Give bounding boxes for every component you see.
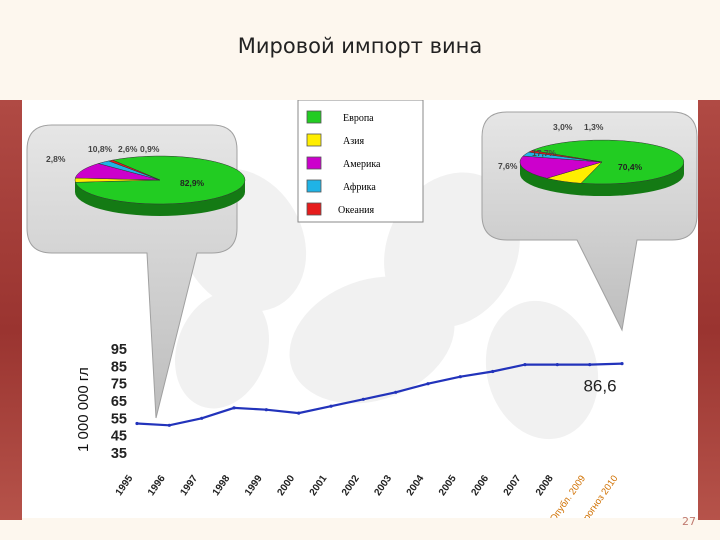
pie-label-europe: 82,9% (180, 178, 205, 188)
x-tick-label: 2000 (275, 473, 297, 498)
legend-label-america: Америка (343, 159, 381, 170)
x-tick-label: 2001 (308, 473, 330, 498)
legend-label-oceania: Океания (338, 205, 375, 216)
x-tick-label: 2007 (502, 473, 524, 498)
x-tick-label: 2002 (340, 473, 362, 498)
x-tick-label: 2004 (405, 473, 427, 498)
y-tick-label: 35 (111, 446, 127, 462)
slide-title: Мировой импорт вина (237, 34, 483, 58)
pie-label-asia: 7,6% (498, 161, 518, 171)
data-point-2005 (458, 375, 462, 379)
x-tick-label: 1999 (243, 473, 265, 498)
pie-slice-america (519, 155, 603, 179)
pie-label-asia: 2,8% (46, 154, 66, 164)
legend-label-europe: Европа (343, 113, 374, 124)
right-accent-bar (698, 100, 720, 520)
pie-label-oceania: 1,3% (584, 122, 604, 132)
legend-swatch-europe (306, 110, 322, 124)
pie-label-europe: 70,4% (618, 162, 643, 172)
chart-svg: Европа Азия Америка Африка Океания 82,9%… (26, 100, 698, 518)
value-annotation: 86,6 (583, 377, 616, 396)
legend-swatch-asia (306, 133, 322, 147)
x-tick-label: 2003 (372, 473, 394, 498)
x-tick-label: 2008 (534, 473, 556, 498)
pie-2010: 70,4% 7,6% 17,7% 3,0% 1,3% (498, 122, 685, 196)
legend: Европа Азия Америка Африка Океания (306, 110, 381, 216)
pie-label-africa: 3,0% (553, 122, 573, 132)
pie-label-america: 10,8% (88, 144, 113, 154)
legend-label-asia: Азия (343, 136, 365, 147)
data-point-2008 (555, 363, 559, 367)
pie-label-america: 17,7% (532, 148, 557, 158)
x-tick-label: 2006 (469, 473, 491, 498)
x-tick-label: 2005 (437, 473, 459, 498)
data-point-Прогноз 2010 (620, 362, 624, 366)
y-tick-label: 65 (111, 394, 127, 410)
data-point-2006 (491, 369, 495, 374)
x-tick-label: 1995 (114, 473, 136, 498)
series-line (136, 362, 623, 427)
chart-area: Европа Азия Америка Африка Океания 82,9%… (22, 100, 698, 518)
data-point-2002 (361, 397, 365, 401)
data-point-1999 (264, 408, 268, 412)
y-tick-label: 45 (111, 429, 127, 445)
data-point-1998 (232, 406, 236, 410)
y-tick-label: 55 (111, 411, 127, 427)
data-point-Опубл. 2009 (588, 363, 592, 367)
legend-swatch-oceania (306, 202, 322, 216)
y-tick-label: 75 (111, 377, 127, 393)
data-point-2001 (329, 404, 333, 408)
y-tick-label: 95 (111, 342, 127, 358)
x-tick-label: 1997 (178, 473, 200, 498)
data-point-2003 (394, 390, 398, 394)
data-point-1996 (167, 423, 171, 427)
legend-label-africa: Африка (343, 182, 376, 193)
y-tick-label: 85 (111, 359, 127, 375)
pie-label-africa: 2,6% (118, 144, 138, 154)
y-axis-label: 1 000 000 гл (75, 367, 92, 452)
data-point-2007 (523, 363, 527, 367)
pie-slice-europe (531, 139, 685, 185)
pie-slice-oceania (107, 159, 161, 181)
legend-swatch-africa (306, 179, 322, 193)
data-point-2004 (426, 382, 430, 386)
data-point-1997 (200, 416, 204, 420)
page-number: 27 (682, 515, 696, 528)
pie-slice-europe (75, 155, 246, 205)
pie-1995: 82,9% 2,8% 10,8% 2,6% 0,9% (46, 144, 246, 216)
legend-swatch-america (306, 156, 322, 170)
x-tick-label: 1996 (146, 473, 168, 498)
data-point-1995 (135, 421, 139, 426)
pie-slice-oceania (528, 150, 603, 163)
left-accent-bar (0, 100, 22, 520)
x-tick-label: 1998 (211, 473, 233, 498)
pie-label-oceania: 0,9% (140, 144, 160, 154)
data-point-2000 (297, 411, 301, 415)
